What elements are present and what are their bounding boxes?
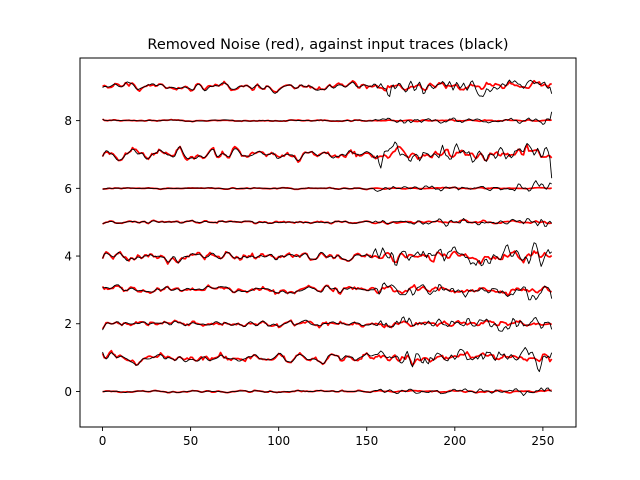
input-trace-0 (102, 387, 552, 397)
y-tick-label: 2 (64, 317, 72, 331)
input-trace-4 (102, 242, 553, 267)
y-tick-label: 8 (64, 114, 72, 128)
x-axis-ticks: 0 50 100 150 200 250 (99, 427, 554, 448)
input-trace-2 (102, 316, 553, 332)
x-tick-label: 0 (99, 434, 107, 448)
y-tick-label: 4 (64, 250, 72, 264)
input-trace-7 (102, 141, 553, 179)
x-tick-label: 250 (531, 434, 554, 448)
input-trace-8 (102, 111, 553, 125)
traces-layer (101, 79, 553, 397)
axes-frame (79, 57, 577, 428)
chart-title: Removed Noise (red), against input trace… (147, 37, 508, 53)
y-tick-label: 0 (64, 385, 72, 399)
x-tick-label: 50 (183, 434, 198, 448)
input-trace-3 (102, 282, 553, 301)
x-tick-label: 200 (443, 434, 466, 448)
plot-area (79, 57, 577, 428)
x-tick-label: 150 (355, 434, 378, 448)
input-trace-9 (102, 79, 553, 97)
input-trace-6 (102, 180, 552, 192)
y-axis-ticks: 0 2 4 6 8 (64, 114, 80, 399)
input-trace-5 (102, 218, 553, 227)
y-tick-label: 6 (64, 182, 72, 196)
input-trace-1 (102, 346, 553, 373)
x-tick-label: 100 (267, 434, 290, 448)
